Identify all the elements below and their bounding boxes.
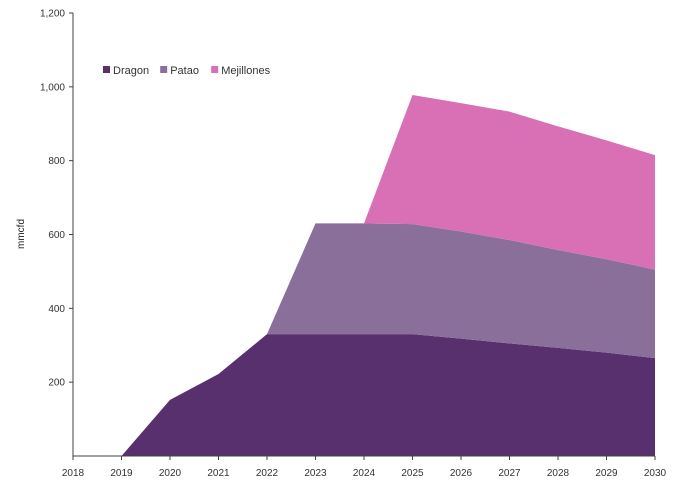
x-axis-ticks: 2018 2019 2020 2021 2022 2023 2024 2025 2026 2027… [62, 456, 667, 479]
y-tick-label: 400 [48, 304, 65, 315]
y-tick-label: 600 [48, 230, 65, 241]
x-tick-label: 2030 [644, 468, 667, 479]
x-tick-label: 2027 [498, 468, 521, 479]
x-tick-label: 2026 [450, 468, 473, 479]
x-tick-label: 2029 [595, 468, 618, 479]
x-tick-label: 2021 [207, 468, 230, 479]
y-axis-ticks: 200 400 600 800 1,000 1,200 [40, 9, 73, 389]
area-mejillones [364, 94, 655, 270]
legend-swatch-patao [160, 66, 168, 73]
y-tick-label: 800 [48, 156, 65, 167]
area-patao [267, 223, 655, 359]
legend-label-patao: Patao [170, 65, 199, 77]
area-dragon [121, 334, 655, 456]
x-tick-label: 2023 [304, 468, 327, 479]
legend-swatch-mejillones [211, 66, 219, 73]
legend-label-dragon: Dragon [113, 65, 149, 77]
x-tick-label: 2018 [62, 468, 85, 479]
y-tick-label: 200 [48, 378, 65, 389]
x-tick-label: 2022 [256, 468, 279, 479]
x-tick-label: 2020 [159, 468, 182, 479]
y-axis-title: mmcfd [16, 219, 27, 249]
x-tick-label: 2019 [110, 468, 133, 479]
legend: Dragon Patao Mejillones [103, 65, 271, 77]
area-series-group [121, 94, 655, 456]
y-tick-label: 1,200 [40, 9, 65, 20]
x-tick-label: 2024 [353, 468, 376, 479]
legend-label-mejillones: Mejillones [221, 65, 270, 77]
y-tick-label: 1,000 [40, 82, 65, 93]
legend-swatch-dragon [103, 66, 110, 73]
x-tick-label: 2028 [547, 468, 570, 479]
x-tick-label: 2025 [401, 468, 424, 479]
